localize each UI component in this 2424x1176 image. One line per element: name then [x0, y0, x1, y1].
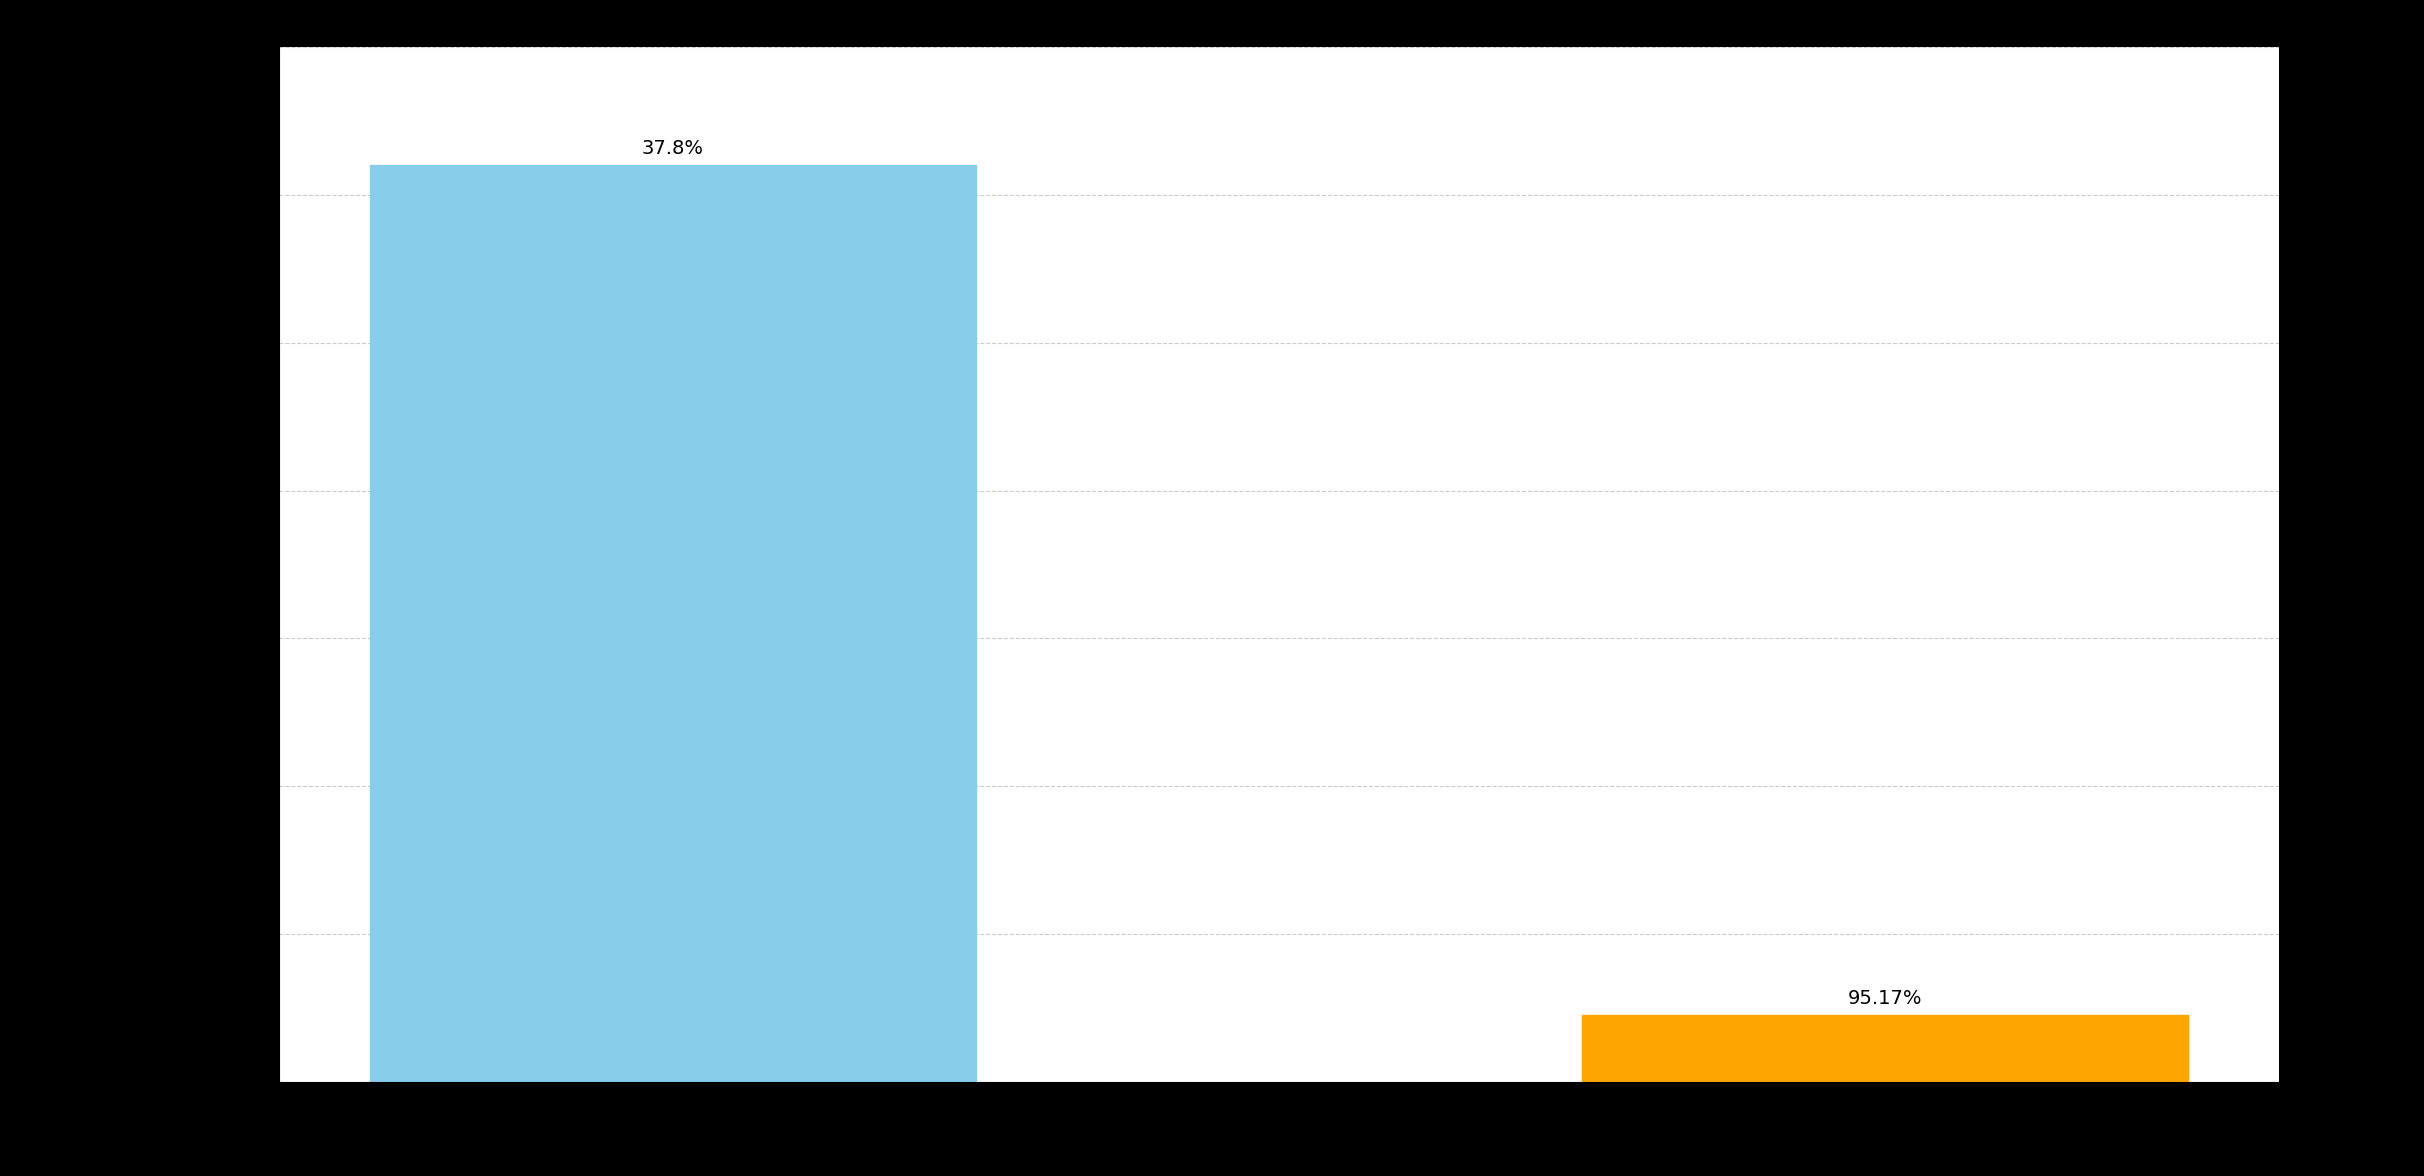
- X-axis label: Scenario: Scenario: [1231, 1125, 1326, 1145]
- Text: 95.17%: 95.17%: [1847, 989, 1922, 1008]
- Bar: [1583, 1015, 2186, 1082]
- Title: New Return Period and Percent Change in Likelihood (2050-2080): New Return Period and Percent Change in …: [824, 5, 1733, 32]
- Text: 37.8%: 37.8%: [642, 139, 703, 158]
- Bar: [371, 166, 974, 1082]
- Y-axis label: New Return Period (Years): New Return Period (Years): [208, 420, 228, 709]
